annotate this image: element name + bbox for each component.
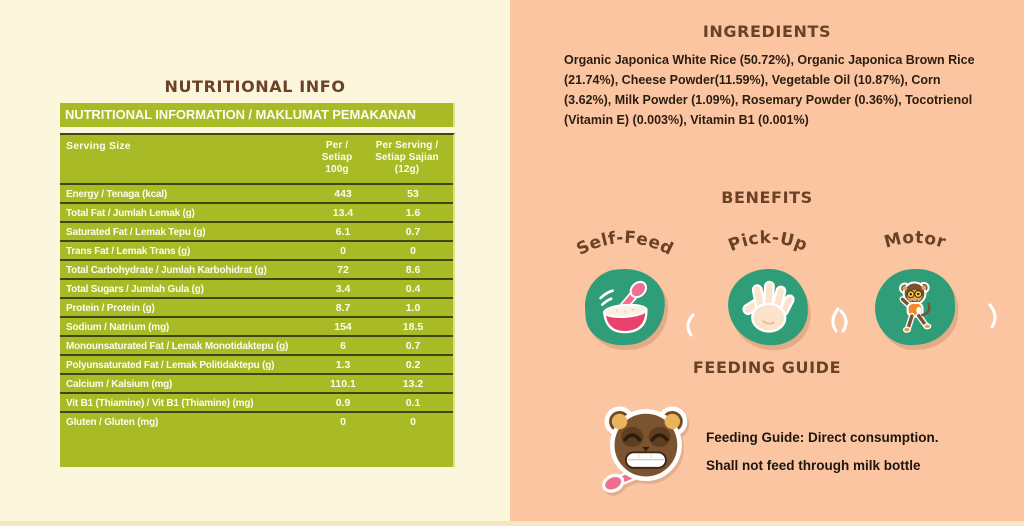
per-serving-value: 1.6 xyxy=(405,207,421,219)
nutrient-label: Total Fat / Jumlah Lemak (g) xyxy=(66,207,195,219)
nutrition-table-body: Serving Size Per / Setiap 100g Per Servi… xyxy=(60,133,455,467)
per-serving-value: 0.2 xyxy=(405,359,421,371)
nutrition-panel: NUTRITIONAL INFO NUTRITIONAL INFORMATION… xyxy=(0,0,510,521)
per-serving-value: 0.7 xyxy=(405,226,421,238)
table-row: Trans Fat / Lemak Trans (g) 0 0 xyxy=(60,240,453,259)
pick-up-badge xyxy=(726,266,810,348)
per-100g-value: 110.1 xyxy=(330,378,356,390)
smiling-monkey-spoon-icon xyxy=(602,406,688,493)
per-serving-value: 8.6 xyxy=(405,264,421,276)
bowl-spoon-icon xyxy=(599,280,648,334)
ingredients-text: Organic Japonica White Rice (50.72%), Or… xyxy=(564,53,975,127)
per-serving-value: 0 xyxy=(410,245,416,257)
pick-up-arc-label: Pick-Up xyxy=(726,228,811,256)
self-feed-badge xyxy=(582,266,668,348)
feeding-guide-line2: Shall not feed through milk bottle xyxy=(706,458,921,473)
per-100g-value: 72 xyxy=(337,264,349,276)
per-serving-value: 0 xyxy=(410,416,416,428)
table-row: Monounsaturated Fat / Lemak Monotidaktep… xyxy=(60,335,453,354)
ingredients-title: INGREDIENTS xyxy=(702,22,832,41)
table-row: Energy / Tenaga (kcal) 443 53 xyxy=(60,183,453,202)
table-row: Total Carbohydrate / Jumlah Karbohidrat … xyxy=(60,259,453,278)
nutrient-label: Monounsaturated Fat / Lemak Monotidaktep… xyxy=(66,340,289,352)
svg-text:Self-Feed: Self-Feed xyxy=(573,228,676,260)
table-row: Total Fat / Jumlah Lemak (g) 13.4 1.6 xyxy=(60,202,453,221)
table-row: Saturated Fat / Lemak Tepu (g) 6.1 0.7 xyxy=(60,221,453,240)
nutrient-label: Sodium / Natrium (mg) xyxy=(66,321,170,333)
nutrient-label: Energy / Tenaga (kcal) xyxy=(66,188,168,200)
nutrition-section-title: NUTRITIONAL INFO xyxy=(164,77,346,96)
per-serving-value: 13.2 xyxy=(402,378,424,390)
nutrition-table-title: NUTRITIONAL INFORMATION / MAKLUMAT PEMAK… xyxy=(60,103,455,127)
bottom-section-edge xyxy=(0,521,1024,526)
nutrient-label: Gluten / Gluten (mg) xyxy=(66,416,159,428)
per-100g-value: 154 xyxy=(334,321,352,333)
svg-text:Pick-Up: Pick-Up xyxy=(726,228,811,256)
per-100g-value: 1.3 xyxy=(335,359,351,371)
per-serving-value: 0.7 xyxy=(405,340,421,352)
nutrient-label: Saturated Fat / Lemak Tepu (g) xyxy=(66,226,206,238)
motor-arc-label: Motor xyxy=(882,228,948,253)
table-row: Vit B1 (Thiamine) / Vit B1 (Thiamine) (m… xyxy=(60,392,453,411)
per-serving-value: 0.4 xyxy=(405,283,421,295)
nutrition-table: NUTRITIONAL INFORMATION / MAKLUMAT PEMAK… xyxy=(60,103,455,467)
per-100g-value: 0 xyxy=(340,416,346,428)
per-serving-value: 53 xyxy=(407,188,419,200)
per-100g-value: 13.4 xyxy=(332,207,354,219)
per-100g-value: 6 xyxy=(340,340,346,352)
table-row: Calcium / Kalsium (mg) 110.1 13.2 xyxy=(60,373,453,392)
nutrient-label: Protein / Protein (g) xyxy=(66,302,155,314)
per-100g-value: 6.1 xyxy=(335,226,351,238)
product-info-panel: INGREDIENTS Organic Japonica White Rice … xyxy=(510,0,1024,521)
feeding-guide-text: Feeding Guide: Direct consumption. Shall… xyxy=(706,424,939,480)
per-serving-value: 1.0 xyxy=(405,302,421,314)
per-serving-value: 18.5 xyxy=(402,321,424,333)
hand-icon xyxy=(742,280,795,333)
per-100g-value: 3.4 xyxy=(335,283,351,295)
nutrient-label: Total Carbohydrate / Jumlah Karbohidrat … xyxy=(66,264,267,276)
per-100g-value: 443 xyxy=(334,188,352,200)
serving-size-label: Serving Size xyxy=(66,140,131,152)
benefits-title: BENEFITS xyxy=(721,188,813,207)
per-100g-value: 8.7 xyxy=(335,302,351,314)
per-serving-column-header: Per Serving / Setiap Sajian (12g) xyxy=(375,140,439,175)
table-row: Gluten / Gluten (mg) 0 0 xyxy=(60,411,453,430)
self-feed-arc-label: Self-Feed xyxy=(573,228,676,260)
nutrient-label: Polyunsaturated Fat / Lemak Politidaktep… xyxy=(66,359,275,371)
benefit-motor: Motor xyxy=(831,216,997,347)
per-serving-value: 0.1 xyxy=(405,397,421,409)
nutrition-rows: Energy / Tenaga (kcal) 443 53 Total Fat … xyxy=(60,183,453,430)
table-row: Total Sugars / Jumlah Gula (g) 3.4 0.4 xyxy=(60,278,453,297)
svg-text:Motor: Motor xyxy=(882,228,948,253)
dancing-monkey-icon xyxy=(899,281,932,333)
nutrient-label: Total Sugars / Jumlah Gula (g) xyxy=(66,283,204,295)
benefit-pick-up: Pick-Up xyxy=(686,216,848,348)
per-100g-column-header: Per / Setiap 100g xyxy=(321,140,353,175)
feeding-guide-title: FEEDING GUIDE xyxy=(692,358,842,377)
benefit-self-feed: Self-Feed xyxy=(550,216,700,348)
feeding-guide-line1: Feeding Guide: Direct consumption. xyxy=(706,430,939,445)
serving-size-row: Serving Size Per / Setiap 100g Per Servi… xyxy=(60,135,453,183)
per-100g-value: 0.9 xyxy=(335,397,351,409)
nutrient-label: Trans Fat / Lemak Trans (g) xyxy=(66,245,191,257)
table-row: Sodium / Natrium (mg) 154 18.5 xyxy=(60,316,453,335)
per-100g-value: 0 xyxy=(340,245,346,257)
nutrient-label: Calcium / Kalsium (mg) xyxy=(66,378,173,390)
motor-badge xyxy=(873,267,957,347)
nutrient-label: Vit B1 (Thiamine) / Vit B1 (Thiamine) (m… xyxy=(66,397,254,409)
table-row: Polyunsaturated Fat / Lemak Politidaktep… xyxy=(60,354,453,373)
table-row: Protein / Protein (g) 8.7 1.0 xyxy=(60,297,453,316)
